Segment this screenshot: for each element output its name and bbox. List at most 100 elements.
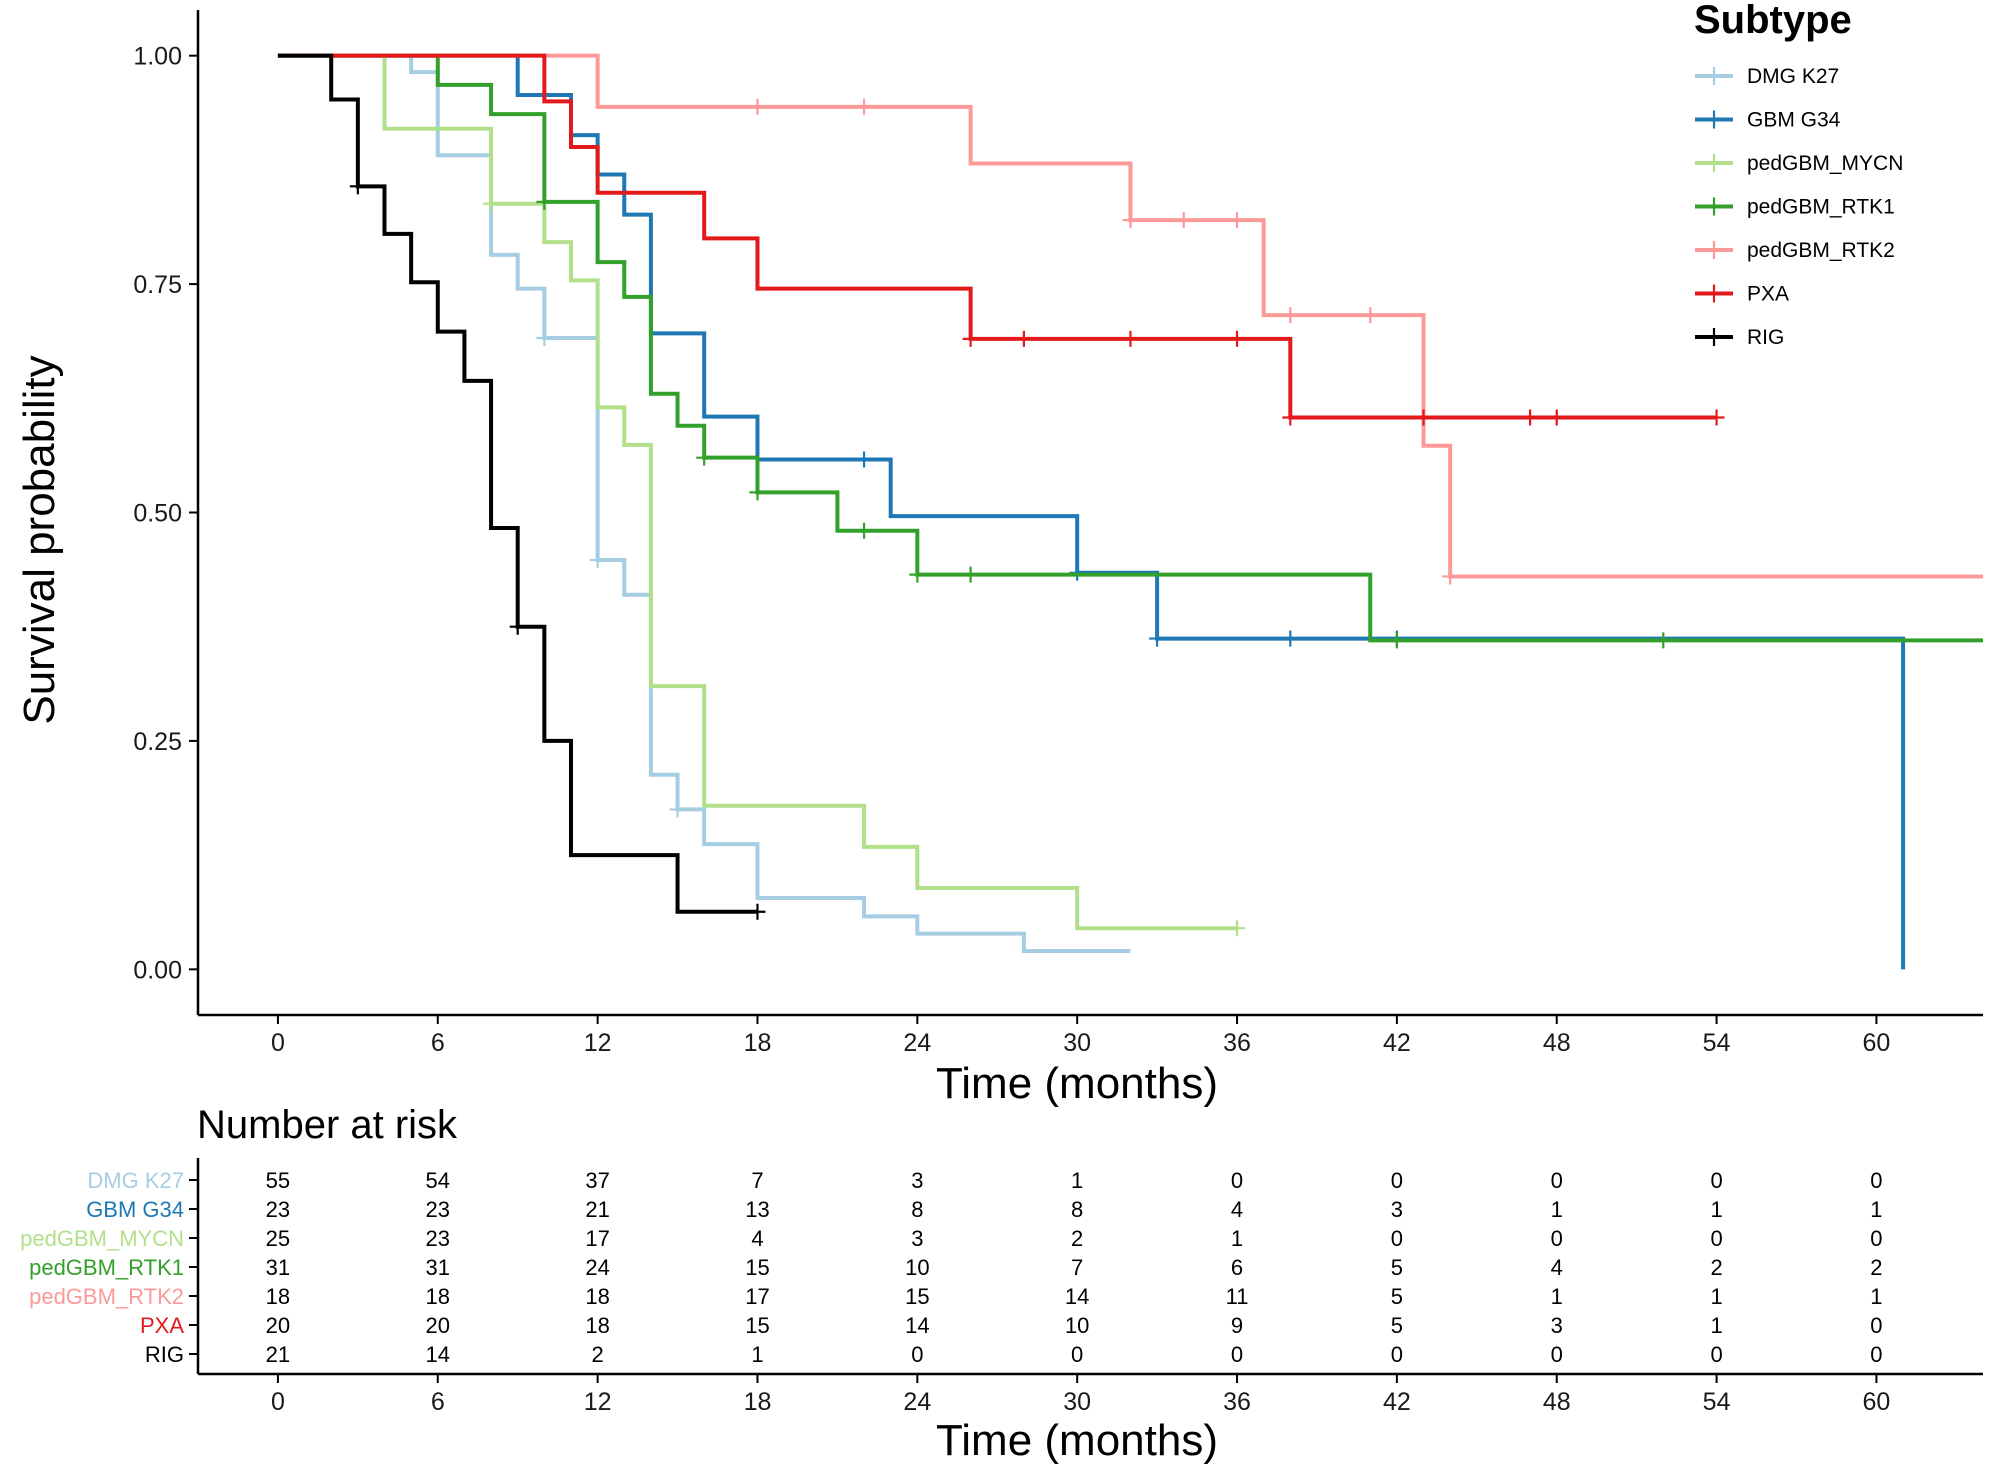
risk-count: 37 (585, 1168, 609, 1193)
risk-count: 6 (1231, 1255, 1243, 1280)
risk-count: 31 (426, 1255, 450, 1280)
risk-row: pedGBM_RTK1 31 31 24 15 10 7 6 5 4 2 2 (29, 1255, 1882, 1280)
risk-count: 18 (585, 1313, 609, 1338)
y-tick-label: 0.50 (133, 500, 182, 528)
risk-count: 0 (1391, 1226, 1403, 1251)
legend-label: pedGBM_RTK2 (1747, 239, 1895, 262)
censor-mark (1415, 409, 1432, 426)
risk-count: 18 (266, 1284, 290, 1309)
legend: Subtype DMG K27 GBM G34 pedGBM_MYCN pedGBM_… (1694, 0, 1903, 349)
censor-mark (1522, 409, 1539, 426)
risk-count: 3 (1551, 1313, 1563, 1338)
risk-count: 1 (751, 1342, 763, 1367)
risk-count: 7 (751, 1168, 763, 1193)
legend-item: GBM G34 (1695, 109, 1841, 132)
risk-count: 23 (426, 1226, 450, 1251)
censor-mark (749, 98, 766, 115)
survival-line (277, 53, 1983, 579)
risk-count: 5 (1391, 1313, 1403, 1338)
censor-mark (1282, 409, 1299, 426)
risk-count: 0 (1870, 1313, 1882, 1338)
y-axis-title: Survival probability (15, 355, 64, 724)
risk-count: 0 (1870, 1226, 1882, 1251)
risk-row-label: GBM G34 (86, 1197, 184, 1222)
x-tick-label: 12 (584, 1029, 612, 1057)
x-tick-label: 48 (1543, 1029, 1571, 1057)
km-plot-panel: 0.00 0.25 0.50 0.75 1.00 0 6 12 18 24 30 36 42 48 54 6… (15, 10, 1983, 1108)
legend-item: pedGBM_RTK1 (1695, 196, 1895, 219)
censor-mark (1229, 330, 1246, 347)
risk-count: 1 (1551, 1197, 1563, 1222)
risk-count: 2 (592, 1342, 604, 1367)
risk-count: 14 (426, 1342, 450, 1367)
y-tick-label: 0.25 (133, 728, 182, 756)
censor-mark (1282, 630, 1299, 647)
x-tick-label: 30 (1063, 1029, 1091, 1057)
risk-count: 0 (1710, 1342, 1722, 1367)
censor-mark (856, 451, 873, 468)
risk-count: 8 (1071, 1197, 1083, 1222)
risk-count: 3 (1391, 1197, 1403, 1222)
censor-mark (1229, 212, 1246, 229)
survival-line (277, 53, 1717, 420)
risk-row: pedGBM_MYCN 25 23 17 4 3 2 1 0 0 0 0 (20, 1226, 1882, 1251)
censor-mark (1282, 307, 1299, 324)
series-rig (277, 53, 766, 920)
censor-mark (1149, 630, 1166, 647)
x-tick-label: 18 (744, 1029, 772, 1057)
risk-count: 0 (1391, 1168, 1403, 1193)
risk-count: 2 (1071, 1226, 1083, 1251)
risk-count: 14 (1065, 1284, 1089, 1309)
censor-mark (1175, 212, 1192, 229)
series-dmg-k27 (277, 53, 1131, 954)
censor-mark (1229, 920, 1246, 937)
censor-mark (669, 801, 686, 818)
risk-count: 0 (1710, 1168, 1722, 1193)
risk-row-label: DMG K27 (87, 1168, 184, 1193)
risk-count: 1 (1870, 1284, 1882, 1309)
legend-label: PXA (1747, 283, 1789, 306)
risk-count: 0 (1870, 1168, 1882, 1193)
risk-count: 14 (905, 1313, 929, 1338)
legend-item: RIG (1695, 326, 1784, 349)
risk-x-tick-label: 48 (1543, 1388, 1571, 1416)
risk-count: 21 (266, 1342, 290, 1367)
censor-mark (1362, 307, 1379, 324)
survival-line (277, 53, 1131, 954)
censor-mark (749, 484, 766, 501)
risk-count: 23 (426, 1197, 450, 1222)
risk-row: GBM G34 23 23 21 13 8 8 4 3 1 1 1 (86, 1197, 1882, 1222)
risk-count: 18 (585, 1284, 609, 1309)
risk-x-axis-title: Time (months) (936, 1416, 1218, 1465)
risk-row-label: pedGBM_RTK2 (29, 1284, 184, 1309)
risk-count: 2 (1710, 1255, 1722, 1280)
risk-count: 18 (426, 1284, 450, 1309)
x-tick-label: 60 (1863, 1029, 1891, 1057)
survival-line (277, 53, 1238, 931)
series-pedgbm-rtk1 (277, 53, 1983, 649)
censor-mark (1708, 409, 1725, 426)
risk-count: 5 (1391, 1255, 1403, 1280)
risk-row: pedGBM_RTK2 18 18 18 17 15 14 11 5 1 1 1 (29, 1284, 1882, 1309)
y-tick-label: 0.75 (133, 271, 182, 299)
censor-mark (1015, 330, 1032, 347)
x-tick-label: 0 (271, 1029, 285, 1057)
risk-count: 10 (1065, 1313, 1089, 1338)
series-pedgbm-mycn (277, 53, 1246, 937)
x-tick-label: 36 (1223, 1029, 1251, 1057)
risk-count: 17 (745, 1284, 769, 1309)
risk-count: 24 (585, 1255, 609, 1280)
censor-mark (536, 193, 553, 210)
risk-count: 1 (1551, 1284, 1563, 1309)
risk-x-tick-label: 0 (271, 1388, 285, 1416)
risk-count: 0 (911, 1342, 923, 1367)
y-axis-ticks: 0.00 0.25 0.50 0.75 1.00 (133, 43, 198, 984)
series-gbm-g34 (277, 53, 1906, 970)
risk-count: 0 (1231, 1342, 1243, 1367)
risk-count: 20 (426, 1313, 450, 1338)
censor-mark (483, 195, 500, 212)
risk-count: 0 (1870, 1342, 1882, 1367)
censor-mark (856, 522, 873, 539)
risk-count: 4 (751, 1226, 763, 1251)
censor-mark (962, 330, 979, 347)
